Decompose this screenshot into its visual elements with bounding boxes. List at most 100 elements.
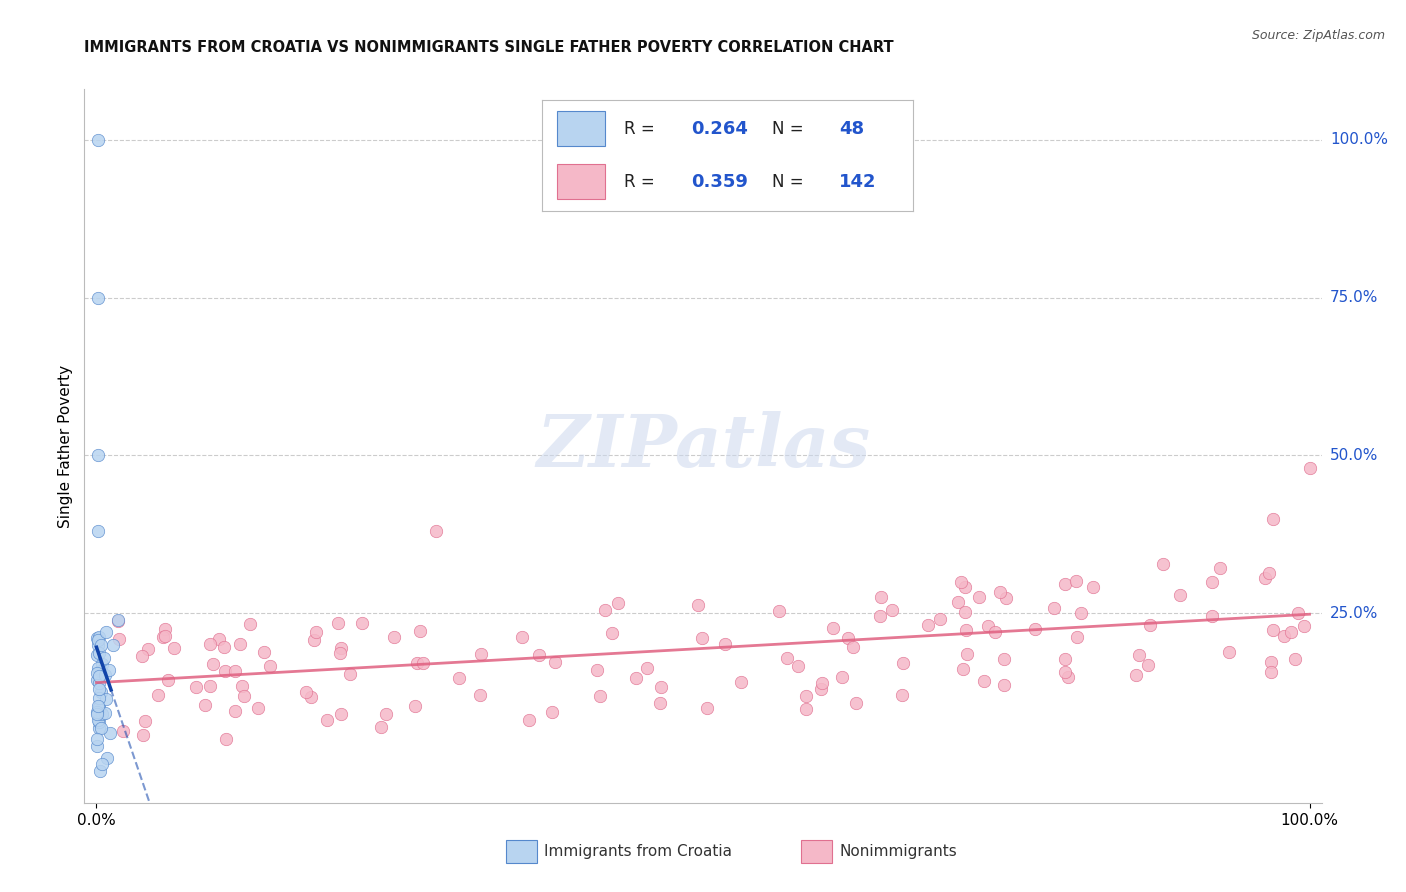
Point — [953, 605, 976, 619]
Point — [842, 640, 865, 654]
Point — [1201, 574, 1223, 589]
Point — [87, 630, 110, 644]
Text: Immigrants from Croatia: Immigrants from Croatia — [544, 845, 733, 859]
Point — [956, 647, 979, 661]
Point — [1201, 608, 1223, 623]
Point — [1279, 625, 1302, 640]
Point — [97, 663, 120, 677]
Point — [86, 673, 108, 687]
Point — [163, 640, 186, 655]
Point — [794, 702, 817, 716]
Point — [302, 633, 325, 648]
Point — [329, 647, 352, 661]
Point — [89, 701, 111, 715]
Point — [1054, 665, 1077, 679]
Point — [983, 625, 1005, 640]
Point — [259, 659, 281, 673]
Point — [811, 675, 834, 690]
Point — [91, 706, 114, 721]
Point — [86, 713, 108, 727]
Point — [1218, 645, 1240, 659]
Point — [586, 663, 609, 677]
Point — [96, 751, 118, 765]
Point — [87, 661, 110, 675]
Point — [1298, 461, 1320, 475]
Point — [650, 696, 672, 710]
Point — [869, 590, 891, 604]
Point — [90, 756, 112, 771]
Point — [948, 595, 970, 609]
Point — [595, 603, 617, 617]
Point — [950, 574, 973, 589]
Point — [224, 664, 246, 678]
Point — [330, 706, 353, 721]
Point — [976, 618, 998, 632]
Point — [86, 705, 108, 719]
Point — [1152, 558, 1174, 572]
Point — [153, 629, 176, 643]
Point — [339, 667, 361, 681]
Point — [891, 657, 914, 671]
Point — [382, 630, 405, 644]
Point — [1081, 580, 1104, 594]
Point — [315, 714, 337, 728]
Point — [686, 598, 709, 612]
Point — [969, 591, 991, 605]
Point — [606, 596, 628, 610]
Text: 50.0%: 50.0% — [1330, 448, 1378, 463]
Point — [406, 657, 429, 671]
Text: Nonimmigrants: Nonimmigrants — [839, 845, 957, 859]
Point — [94, 667, 117, 681]
Point — [973, 674, 995, 689]
Point — [374, 707, 396, 722]
Point — [794, 689, 817, 703]
Point — [470, 647, 492, 661]
Point — [86, 706, 108, 721]
Point — [111, 723, 134, 738]
Point — [929, 612, 952, 626]
Point — [650, 680, 672, 694]
Point — [600, 626, 623, 640]
Point — [869, 608, 891, 623]
Point — [993, 652, 1015, 666]
Point — [103, 638, 125, 652]
Point — [1209, 561, 1232, 575]
Point — [294, 685, 316, 699]
Point — [148, 688, 170, 702]
Point — [87, 632, 110, 647]
Point — [994, 591, 1017, 605]
Point — [1024, 622, 1046, 636]
Point — [87, 681, 110, 696]
Point — [544, 656, 567, 670]
Point — [89, 691, 111, 706]
Point — [786, 659, 808, 673]
Point — [1057, 670, 1080, 684]
Point — [86, 665, 108, 680]
Point — [215, 731, 238, 746]
Point — [1294, 619, 1316, 633]
Point — [93, 650, 115, 665]
Point — [540, 705, 562, 719]
Point — [96, 691, 118, 706]
Point — [412, 657, 434, 671]
Point — [229, 637, 252, 651]
Point — [107, 614, 129, 628]
Point — [157, 673, 180, 687]
Point — [87, 698, 110, 713]
Point — [447, 671, 470, 685]
Y-axis label: Single Father Poverty: Single Father Poverty — [58, 365, 73, 527]
Point — [198, 679, 221, 693]
Text: IMMIGRANTS FROM CROATIA VS NONIMMIGRANTS SINGLE FATHER POVERTY CORRELATION CHART: IMMIGRANTS FROM CROATIA VS NONIMMIGRANTS… — [84, 40, 894, 55]
Point — [87, 646, 110, 660]
Point — [212, 640, 235, 655]
Point — [96, 625, 118, 640]
Text: 25.0%: 25.0% — [1330, 606, 1378, 621]
Point — [200, 637, 222, 651]
Point — [224, 704, 246, 718]
Point — [90, 684, 112, 698]
Point — [845, 697, 868, 711]
Point — [90, 638, 112, 652]
Point — [305, 624, 328, 639]
Point — [86, 632, 108, 646]
Point — [247, 701, 270, 715]
